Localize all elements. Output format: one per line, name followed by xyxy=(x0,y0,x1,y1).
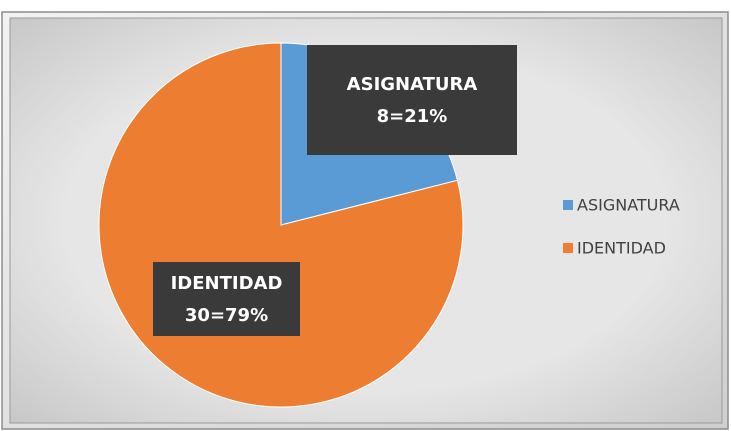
legend-label: IDENTIDAD xyxy=(577,239,666,258)
data-label-name: ASIGNATURA xyxy=(347,74,478,95)
legend-swatch xyxy=(563,200,573,210)
data-label-box xyxy=(153,262,300,336)
data-label-box xyxy=(307,45,517,155)
data-label-value: 30=79% xyxy=(185,305,268,326)
legend-label: ASIGNATURA xyxy=(577,196,680,215)
legend-swatch xyxy=(563,243,573,253)
data-label-name: IDENTIDAD xyxy=(171,273,283,294)
data-label-value: 8=21% xyxy=(377,106,448,127)
